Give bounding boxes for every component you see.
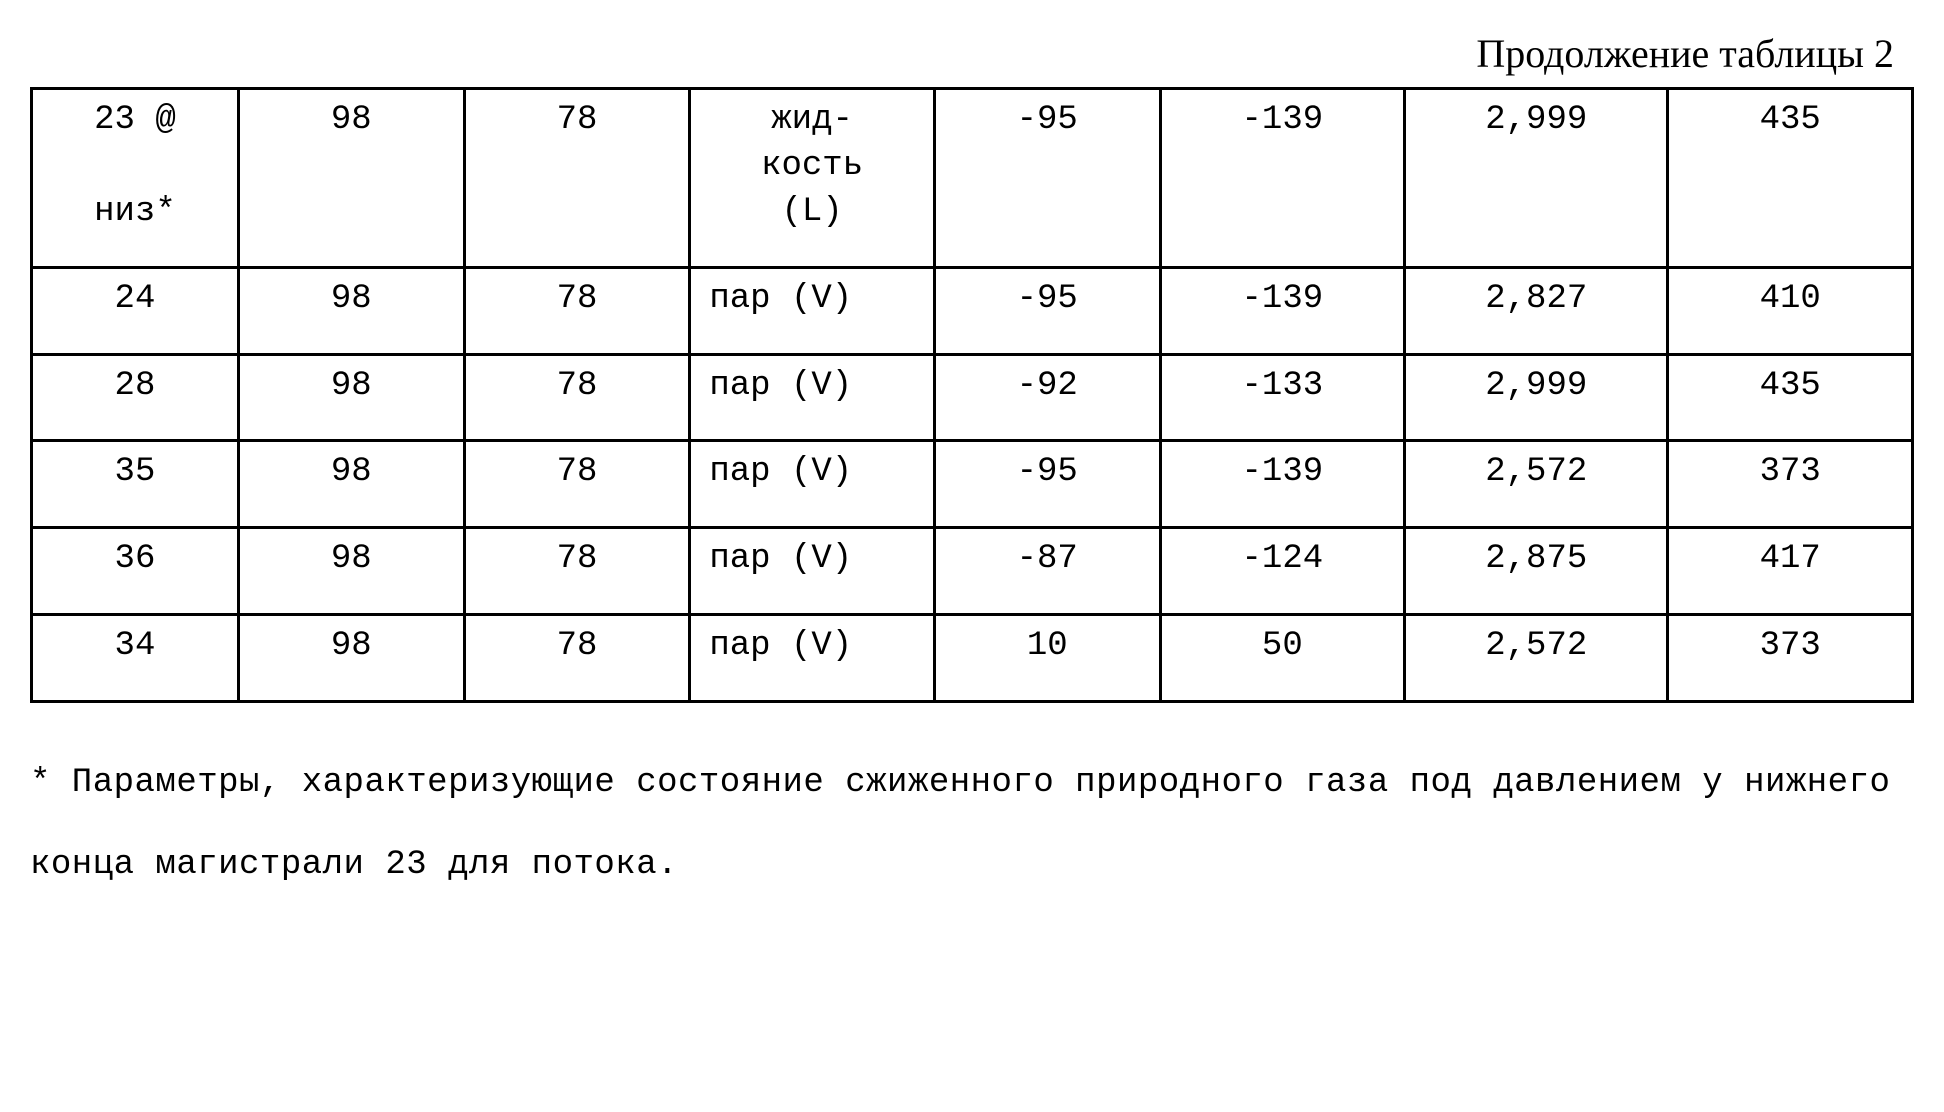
page-title: Продолжение таблицы 2 (30, 30, 1894, 77)
table-row: 359878пар (V)-95-1392,572373 (32, 441, 1913, 528)
table-cell: пар (V) (690, 267, 935, 354)
data-table: 23 @ низ*9878жид- кость (L)-95-1392,9994… (30, 87, 1914, 703)
table-cell: -124 (1160, 528, 1405, 615)
table-cell: пар (V) (690, 441, 935, 528)
table-cell: -139 (1160, 441, 1405, 528)
footnote-text: * Параметры, характеризующие состояние с… (30, 743, 1914, 906)
table-cell: 28 (32, 354, 239, 441)
table-cell: 78 (464, 89, 690, 268)
table-cell: жид- кость (L) (690, 89, 935, 268)
table-cell: -87 (934, 528, 1160, 615)
table-cell: 2,572 (1405, 615, 1668, 702)
table-cell: 78 (464, 354, 690, 441)
table-cell: 98 (238, 89, 464, 268)
table-cell: -95 (934, 267, 1160, 354)
table-cell: 36 (32, 528, 239, 615)
table-cell: -95 (934, 441, 1160, 528)
table-row: 349878пар (V)10502,572373 (32, 615, 1913, 702)
table-row: 369878пар (V)-87-1242,875417 (32, 528, 1913, 615)
table-cell: -133 (1160, 354, 1405, 441)
table-cell: 78 (464, 441, 690, 528)
table-cell: 10 (934, 615, 1160, 702)
table-cell: -95 (934, 89, 1160, 268)
table-row: 249878пар (V)-95-1392,827410 (32, 267, 1913, 354)
table-cell: -92 (934, 354, 1160, 441)
table-cell: 435 (1668, 89, 1913, 268)
table-row: 23 @ низ*9878жид- кость (L)-95-1392,9994… (32, 89, 1913, 268)
table-cell: 98 (238, 615, 464, 702)
table-cell: 98 (238, 528, 464, 615)
table-cell: 78 (464, 528, 690, 615)
table-cell: 2,827 (1405, 267, 1668, 354)
table-cell: пар (V) (690, 354, 935, 441)
table-cell: 35 (32, 441, 239, 528)
table-cell: 24 (32, 267, 239, 354)
table-cell: пар (V) (690, 528, 935, 615)
table-cell: 373 (1668, 615, 1913, 702)
table-cell: 2,572 (1405, 441, 1668, 528)
table-cell: 2,999 (1405, 89, 1668, 268)
table-cell: 98 (238, 354, 464, 441)
table-cell: 98 (238, 441, 464, 528)
table-cell: -139 (1160, 267, 1405, 354)
table-row: 289878пар (V)-92-1332,999435 (32, 354, 1913, 441)
table-cell: 417 (1668, 528, 1913, 615)
table-cell: 410 (1668, 267, 1913, 354)
table-cell: 2,875 (1405, 528, 1668, 615)
table-cell: 23 @ низ* (32, 89, 239, 268)
table-cell: -139 (1160, 89, 1405, 268)
table-cell: 98 (238, 267, 464, 354)
table-cell: 2,999 (1405, 354, 1668, 441)
table-cell: 373 (1668, 441, 1913, 528)
table-cell: 435 (1668, 354, 1913, 441)
table-cell: 78 (464, 615, 690, 702)
table-cell: пар (V) (690, 615, 935, 702)
table-cell: 50 (1160, 615, 1405, 702)
table-cell: 78 (464, 267, 690, 354)
table-cell: 34 (32, 615, 239, 702)
